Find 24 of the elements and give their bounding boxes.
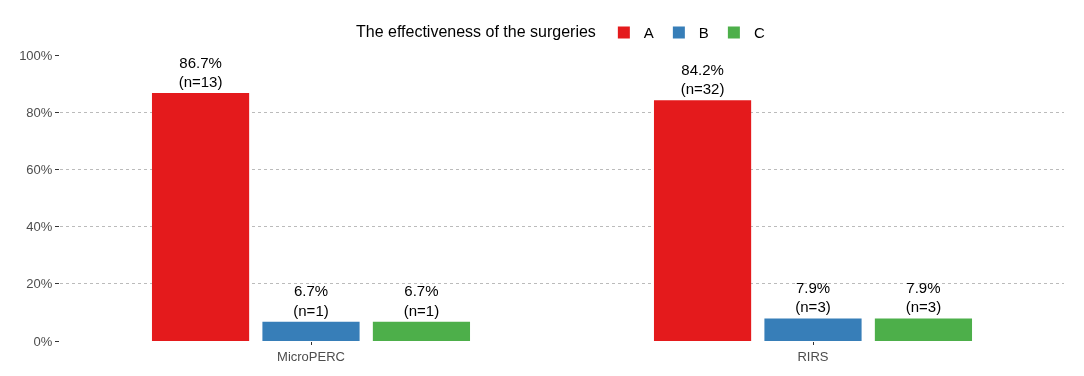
data-label: 86.7% (n=13) (178, 53, 223, 91)
data-label: 7.9% (n=3) (905, 278, 942, 316)
bar (653, 100, 752, 341)
legend-label: A (643, 24, 654, 42)
x-tick-label: MicroPERC (277, 348, 345, 364)
y-tick-label: 20% (26, 276, 53, 292)
bar (262, 321, 360, 341)
data-label: 6.7% (n=1) (293, 282, 329, 319)
y-tick-label: 0% (33, 333, 53, 349)
y-tick-label: 100% (19, 47, 53, 63)
bar (874, 318, 973, 341)
legend-title: The effectiveness of the surgeries (356, 23, 596, 41)
legend-label: C (753, 24, 765, 42)
data-label: 7.9% (n=3) (795, 278, 831, 316)
data-label: 6.7% (n=1) (403, 282, 440, 319)
x-tick-label: RIRS (797, 348, 829, 364)
y-tick-label: 40% (26, 219, 53, 235)
y-tick-label: 60% (26, 161, 53, 177)
bar (764, 318, 862, 341)
legend-label: B (698, 24, 709, 42)
y-tick-label: 80% (26, 104, 53, 120)
bar (151, 93, 250, 341)
data-label: 84.2% (n=32) (680, 60, 725, 98)
bar (372, 321, 471, 341)
